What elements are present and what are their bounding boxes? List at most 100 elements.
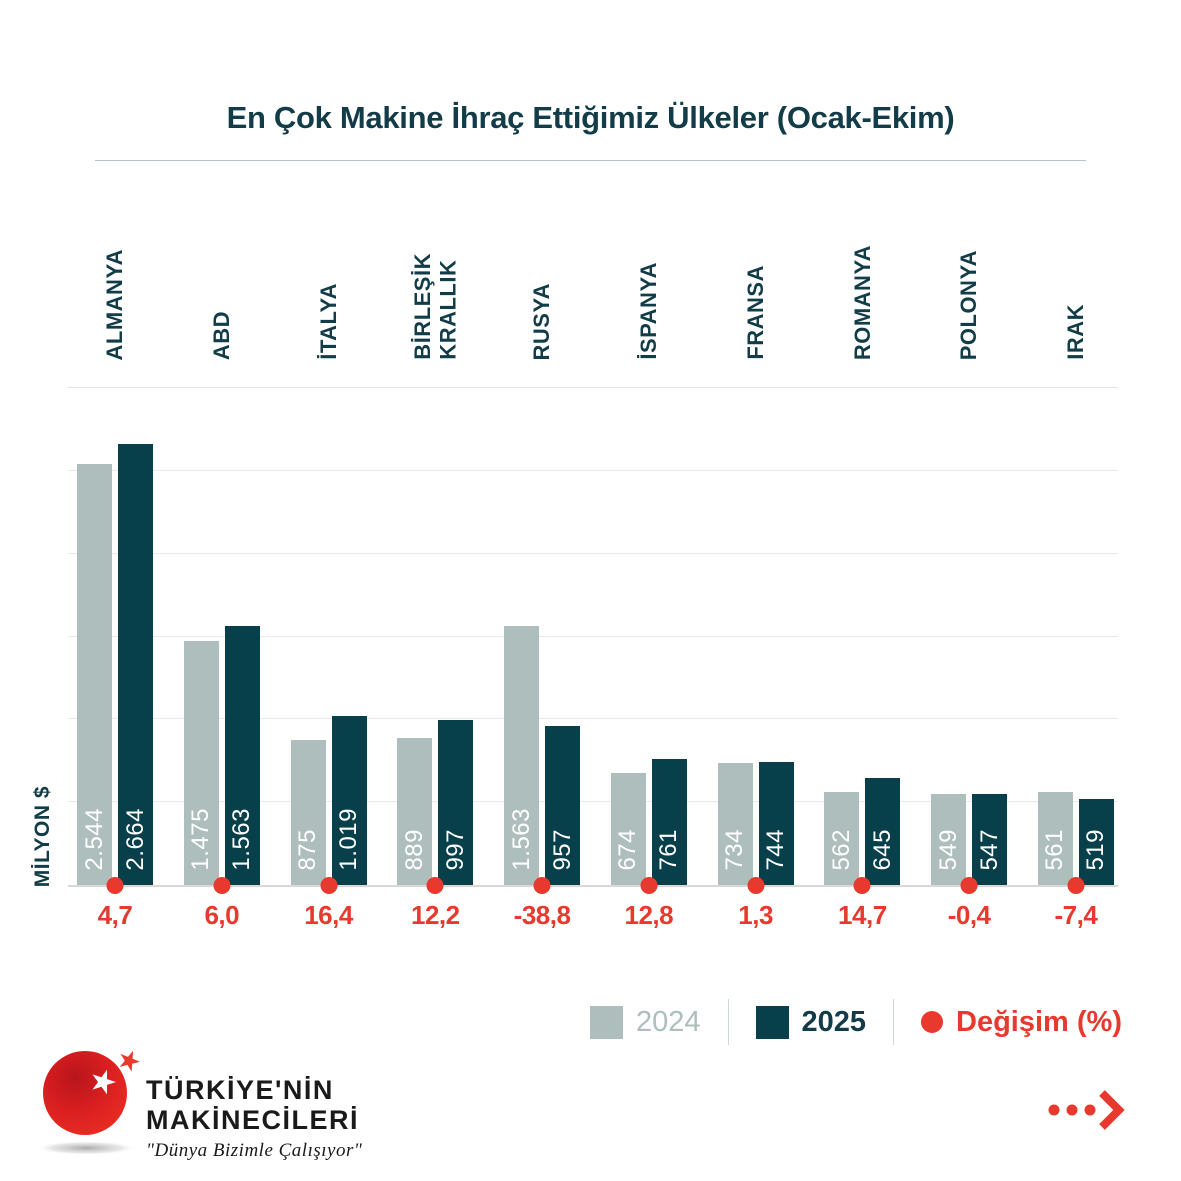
bar-value-label: 734 — [721, 829, 749, 871]
bar-value-label: 1.563 — [228, 808, 256, 871]
change-dot — [640, 877, 658, 894]
bar-2024: 889 — [397, 737, 433, 885]
bar-group-fransa: 734 744 — [717, 388, 794, 894]
bar-2024: 734 — [717, 763, 753, 885]
change-percent-label: 12,8 — [624, 900, 674, 930]
change-percent-label: -38,8 — [513, 900, 571, 930]
category-label: RUSYA — [529, 282, 555, 361]
gridline — [68, 635, 1118, 637]
bar-value-label: 875 — [294, 829, 322, 871]
bar-2024: 562 — [824, 791, 860, 885]
bar-group-i̇spanya: 674 761 — [610, 388, 687, 894]
bar-2024: 1.475 — [183, 640, 219, 885]
logo-sphere-star-icon — [40, 1050, 140, 1155]
bar-2025: 547 — [972, 794, 1008, 885]
legend-separator — [893, 999, 895, 1045]
logo-line-2: MAKİNECİLERİ — [146, 1105, 359, 1136]
bar-2025: 761 — [651, 758, 687, 885]
category-cell: ROMANYA — [824, 205, 900, 386]
bar-2024: 674 — [610, 773, 646, 885]
bar-group-abd: 1.475 1.563 — [183, 388, 260, 894]
bar-value-label: 674 — [614, 829, 642, 871]
bar-value-label: 547 — [975, 829, 1003, 871]
chart-title: En Çok Makine İhraç Ettiğimiz Ülkeler (O… — [226, 100, 955, 135]
change-percent-label: 14,7 — [838, 900, 887, 930]
legend-label-2024: 2024 — [635, 1005, 701, 1038]
category-cell: POLONYA — [931, 205, 1007, 386]
legend-swatch-2024 — [589, 1005, 623, 1039]
change-percent-label: -0,4 — [947, 900, 991, 930]
change-dot — [106, 877, 124, 894]
category-labels-row: ALMANYA ABD İTALYA BİRLEŞİK KRALLIK RUSYA İSP… — [68, 205, 1118, 386]
category-cell: RUSYA — [504, 205, 580, 386]
change-dot — [213, 877, 231, 894]
bar-value-label: 744 — [762, 829, 790, 871]
change-dot — [426, 877, 444, 894]
bar-value-label: 1.019 — [335, 808, 363, 871]
category-label: ROMANYA — [849, 244, 875, 360]
category-cell: IRAK — [1038, 205, 1114, 386]
brand-logo: TÜRKİYE'NİN MAKİNECİLERİ "Dünya Bizimle … — [40, 1045, 370, 1170]
bar-2024: 561 — [1037, 792, 1073, 885]
title-divider — [95, 160, 1086, 161]
next-arrow-icon[interactable] — [1045, 1090, 1125, 1130]
gridline — [68, 801, 1118, 803]
bar-2025: 1.019 — [331, 716, 367, 885]
change-percent-label: -7,4 — [1054, 900, 1098, 930]
category-label: İSPANYA — [636, 262, 662, 360]
bar-2025: 2.664 — [118, 443, 153, 885]
logo-tagline: "Dünya Bizimle Çalışıyor" — [146, 1140, 363, 1162]
bar-group-almanya: 2.544 2.664 — [77, 388, 153, 894]
y-axis-label: MİLYON $ — [31, 785, 54, 887]
category-label: IRAK — [1063, 304, 1089, 360]
bar-value-label: 549 — [934, 829, 962, 871]
bar-group-irak: 561 519 — [1037, 388, 1114, 894]
bar-value-label: 1.563 — [507, 808, 535, 871]
change-percent-label: 6,0 — [204, 900, 240, 930]
category-label: FRANSA — [742, 265, 768, 360]
bar-value-label: 519 — [1082, 829, 1110, 871]
bar-2025: 519 — [1078, 799, 1114, 885]
bar-2025: 997 — [438, 719, 474, 885]
change-percent-label: 12,2 — [410, 900, 460, 930]
legend-label-change: Değişim (%) — [956, 1005, 1122, 1038]
bar-2025: 957 — [545, 726, 581, 885]
gridline — [68, 469, 1118, 471]
category-label: ALMANYA — [102, 248, 128, 360]
bar-2025: 744 — [758, 761, 794, 885]
legend-swatch-2025 — [755, 1005, 789, 1039]
bar-group-romanya: 562 645 — [824, 388, 901, 894]
logo-line-1: TÜRKİYE'NİN — [146, 1075, 334, 1105]
bar-2025: 645 — [865, 778, 901, 885]
bar-value-label: 2.544 — [80, 808, 108, 871]
category-label: BİRLEŞİK KRALLIK — [410, 253, 461, 360]
bar-value-label: 1.475 — [187, 808, 215, 871]
bar-2024: 1.563 — [504, 626, 540, 885]
legend: 2024 2025 Değişim (%) — [589, 996, 1122, 1048]
bar-group-bi̇rleşi̇k-krallik: 889 997 — [397, 388, 474, 894]
change-percent-label: 16,4 — [304, 900, 353, 930]
bar-2025: 1.563 — [224, 626, 260, 885]
gridline — [68, 718, 1118, 720]
bar-value-label: 2.664 — [121, 808, 149, 871]
category-cell: İSPANYA — [611, 205, 687, 386]
category-label: ABD — [209, 310, 235, 360]
change-percent-label: 1,3 — [738, 900, 773, 930]
change-dot — [960, 877, 978, 894]
bar-value-label: 957 — [548, 829, 576, 871]
bar-value-label: 761 — [655, 829, 683, 871]
category-cell: ABD — [184, 205, 260, 386]
plot-area: 2.544 2.664 1.475 1.563 875 1.019 889 997 1.563 9… — [68, 387, 1118, 894]
category-cell: FRANSA — [718, 205, 794, 386]
category-cell: ALMANYA — [77, 205, 153, 386]
category-label: İTALYA — [315, 283, 341, 360]
bar-2024: 2.544 — [77, 463, 112, 885]
gridline — [68, 552, 1118, 554]
bar-value-label: 997 — [441, 829, 469, 871]
change-dot — [533, 877, 551, 894]
bar-value-label: 889 — [400, 829, 428, 871]
change-dot — [1067, 877, 1085, 894]
bar-2024: 875 — [290, 740, 326, 885]
category-cell: İTALYA — [291, 205, 367, 386]
